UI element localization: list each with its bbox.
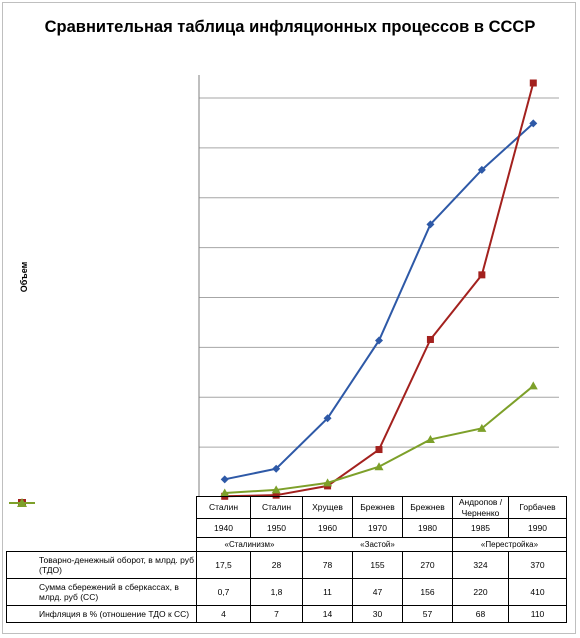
value-cell: 324 [452,551,509,580]
data-point [323,414,332,423]
era-cell: «Застой» [302,537,453,553]
legend-swatch [8,497,39,620]
value-cell: 30 [352,605,403,624]
leader-cell: Сталин [196,495,251,520]
legend-swatch [8,498,39,598]
data-point [529,119,538,128]
value-cell: 57 [402,605,453,624]
value-cell: 370 [508,551,567,580]
year-cell: 1985 [452,518,509,539]
value-cell: 156 [402,578,453,607]
value-cell: 1,8 [250,578,303,607]
legend-cell: Товарно-денежный оборот, в млрд. руб (ТД… [6,498,197,580]
series-line [224,385,534,494]
leader-cell: Сталин [250,495,303,520]
value-cell: 7 [250,605,303,624]
year-cell: 1990 [508,518,567,539]
legend-label: Сумма сбережений в сберкассах, в млрд. р… [39,581,179,603]
era-cell: «Сталинизм» [196,537,303,553]
data-point [477,423,487,432]
legend-label: Товарно-денежный оборот, в млрд. руб (ТД… [39,554,195,576]
value-cell: 28 [250,551,303,580]
value-cell: 78 [302,551,353,580]
value-cell: 4 [196,605,251,624]
leader-cell: Горбачев [508,495,567,520]
value-cell: 17,5 [196,551,251,580]
data-point [271,485,281,494]
data-point [323,478,333,487]
data-point [272,491,280,499]
series-line [224,122,534,481]
year-cell: 1970 [352,518,403,539]
value-cell: 68 [452,605,509,624]
legend-swatch [8,498,39,571]
year-cell: 1980 [402,518,453,539]
data-point [529,79,537,87]
data-point [528,381,538,390]
leader-cell: Брежнев [352,495,403,520]
data-point [374,462,384,471]
data-point [375,336,383,345]
data-point [425,434,435,443]
data-point [220,488,230,497]
year-cell: 1950 [250,518,303,539]
data-point [375,446,383,454]
leader-cell: Андропов / Черненко [452,495,509,520]
data-point [426,220,435,229]
year-cell: 1940 [196,518,251,539]
value-cell: 14 [302,605,353,624]
value-cell: 47 [352,578,403,607]
value-cell: 270 [402,551,453,580]
value-cell: 11 [302,578,353,607]
leader-cell: Хрущев [302,495,353,520]
data-point [272,464,281,473]
era-cell: «Перестройка» [452,537,567,553]
data-table: Сталин Сталин Хрущев Брежнев Брежнев Андропов… [6,495,567,624]
chart-title: Сравнительная таблица инфляционных проце… [44,18,536,36]
value-cell: 0,7 [196,578,251,607]
value-cell: 410 [508,578,567,607]
legend-label: Инфляция в % (отношение ТДО к СС) [39,608,190,619]
legend-cell: Сумма сбережений в сберкассах, в млрд. р… [6,498,197,607]
data-point [220,475,229,484]
data-point [426,335,434,343]
data-point [477,165,486,174]
value-cell: 155 [352,551,403,580]
year-cell: 1960 [302,518,353,539]
series-line [224,82,535,498]
legend-cell: Инфляция в % (отношение ТДО к СС) [6,497,197,624]
leader-cell: Брежнев [402,495,453,520]
value-cell: 220 [452,578,509,607]
data-point [478,271,486,279]
value-cell: 110 [508,605,567,624]
